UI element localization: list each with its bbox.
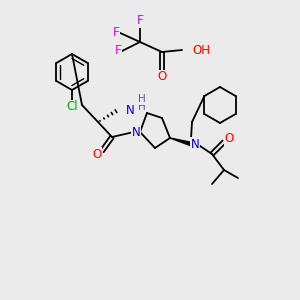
Text: Cl: Cl	[66, 100, 78, 113]
Text: F: F	[137, 14, 143, 28]
Text: N: N	[132, 125, 140, 139]
Text: H: H	[138, 102, 146, 112]
Text: F: F	[113, 26, 119, 38]
Text: O: O	[158, 70, 166, 83]
Polygon shape	[170, 138, 191, 146]
Text: OH: OH	[192, 44, 210, 56]
Text: O: O	[224, 133, 234, 146]
Text: N: N	[190, 137, 200, 151]
Text: N: N	[126, 104, 134, 118]
Text: O: O	[92, 148, 102, 160]
Text: H: H	[138, 94, 146, 104]
Text: F: F	[115, 44, 121, 58]
